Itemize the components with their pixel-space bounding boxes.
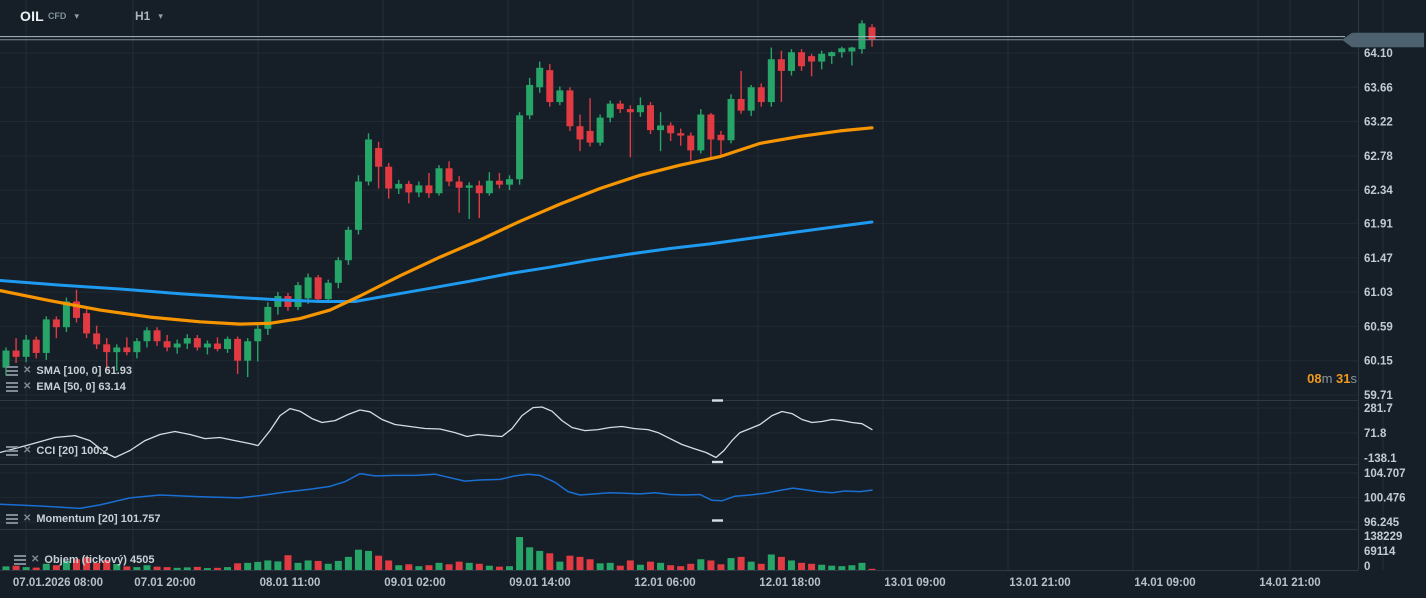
svg-text:61.91: 61.91: [1364, 219, 1393, 231]
svg-text:0: 0: [1364, 561, 1370, 573]
svg-text:62.78: 62.78: [1364, 151, 1393, 163]
cci-remove-icon[interactable]: ✕: [23, 445, 32, 456]
svg-text:-138.1: -138.1: [1364, 453, 1397, 465]
timer-minutes: 08: [1307, 371, 1322, 386]
ema-legend-label: EMA [50, 0] 63.14: [36, 381, 126, 393]
ema-legend: ✕ EMA [50, 0] 63.14: [6, 380, 126, 394]
ema-remove-icon[interactable]: ✕: [23, 381, 32, 392]
cci-legend-label: CCI [20] 100.2: [36, 445, 109, 457]
sma-settings-icon[interactable]: [6, 366, 18, 376]
svg-text:62.34: 62.34: [1364, 185, 1393, 197]
momentum-line: [0, 472, 873, 510]
volume-bars: [2, 537, 876, 570]
svg-text:08.01 11:00: 08.01 11:00: [260, 577, 321, 589]
svg-text:64.10: 64.10: [1364, 48, 1393, 60]
svg-text:07.01.2026 08:00: 07.01.2026 08:00: [13, 577, 103, 589]
svg-text:63.66: 63.66: [1364, 82, 1393, 94]
svg-text:07.01 20:00: 07.01 20:00: [134, 577, 195, 589]
svg-text:69114: 69114: [1364, 546, 1396, 558]
ema-settings-icon[interactable]: [6, 382, 18, 392]
ema-line: [0, 126, 874, 326]
svg-text:14.01 09:00: 14.01 09:00: [1134, 577, 1195, 589]
svg-text:61.47: 61.47: [1364, 253, 1393, 265]
timeframe-dropdown-caret-icon[interactable]: ▾: [158, 11, 163, 21]
svg-text:61.03: 61.03: [1364, 287, 1393, 299]
cci-legend: ✕ CCI [20] 100.2: [6, 444, 109, 458]
momentum-legend-label: Momentum [20] 101.757: [36, 513, 161, 525]
svg-text:12.01 18:00: 12.01 18:00: [759, 577, 820, 589]
volume-remove-icon[interactable]: ✕: [31, 554, 40, 565]
volume-legend: ✕ Objem (tickový) 4505: [14, 553, 154, 567]
svg-text:60.59: 60.59: [1364, 321, 1393, 333]
svg-text:281.7: 281.7: [1364, 403, 1393, 415]
svg-text:09.01 14:00: 09.01 14:00: [509, 577, 570, 589]
sma-legend: ✕ SMA [100, 0] 61.93: [6, 364, 132, 378]
current-price-tag: [1342, 32, 1424, 48]
svg-text:71.8: 71.8: [1364, 428, 1387, 440]
pane-separators: [0, 0, 1359, 571]
svg-text:104.707: 104.707: [1364, 468, 1406, 480]
symbol-dropdown-caret-icon[interactable]: ▾: [74, 11, 79, 21]
momentum-remove-icon[interactable]: ✕: [23, 513, 32, 524]
volume-settings-icon[interactable]: [14, 555, 26, 565]
svg-text:138229: 138229: [1364, 531, 1402, 543]
instrument-type-badge: CFD: [47, 11, 67, 21]
svg-text:12.01 06:00: 12.01 06:00: [634, 577, 695, 589]
axis-labels: 64.10 63.66 63.22 62.78 62.34 61.91 61.47 61.03…: [13, 35, 1406, 589]
timer-minutes-unit: m: [1321, 371, 1333, 386]
timeframe-selector[interactable]: H1: [134, 9, 151, 23]
svg-text:60.15: 60.15: [1364, 356, 1393, 368]
grid-lines: [0, 0, 1384, 570]
svg-text:13.01 09:00: 13.01 09:00: [884, 577, 945, 589]
momentum-settings-icon[interactable]: [6, 514, 18, 524]
sma-line: [0, 220, 874, 303]
svg-text:09.01 02:00: 09.01 02:00: [384, 577, 445, 589]
timer-seconds-unit: s: [1350, 371, 1358, 386]
candlesticks: [2, 20, 876, 378]
svg-text:14.01 21:00: 14.01 21:00: [1259, 577, 1320, 589]
candle-countdown-timer: 08m 31s: [1240, 371, 1357, 386]
svg-text:63.22: 63.22: [1364, 117, 1393, 129]
symbol-bar: OIL CFD ▾ H1 ▾: [20, 8, 163, 24]
svg-text:13.01 21:00: 13.01 21:00: [1009, 577, 1070, 589]
svg-text:59.71: 59.71: [1364, 390, 1393, 402]
cci-line: [0, 406, 873, 459]
current-price-lines: [0, 36, 1345, 41]
volume-legend-label: Objem (tickový) 4505: [44, 554, 155, 566]
momentum-legend: ✕ Momentum [20] 101.757: [6, 512, 161, 526]
svg-text:96.245: 96.245: [1364, 517, 1400, 529]
sma-legend-label: SMA [100, 0] 61.93: [36, 365, 132, 377]
cci-settings-icon[interactable]: [6, 446, 18, 456]
symbol-name[interactable]: OIL: [20, 8, 44, 24]
sma-remove-icon[interactable]: ✕: [23, 365, 32, 376]
svg-text:100.476: 100.476: [1364, 493, 1406, 505]
timer-seconds: 31: [1336, 371, 1351, 386]
